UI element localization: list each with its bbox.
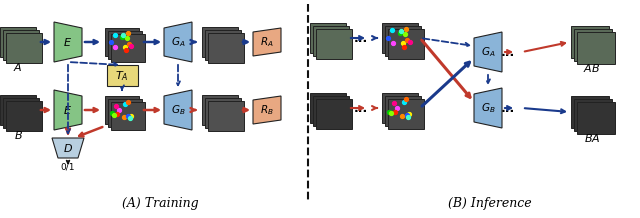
Polygon shape bbox=[474, 32, 502, 72]
Bar bbox=[385, 96, 421, 126]
Text: $E$: $E$ bbox=[63, 36, 72, 48]
Bar bbox=[316, 99, 352, 129]
Bar bbox=[0, 95, 36, 125]
Bar bbox=[310, 23, 346, 53]
Bar bbox=[111, 102, 145, 130]
Text: $G_B$: $G_B$ bbox=[481, 101, 495, 115]
Bar bbox=[574, 29, 612, 61]
Text: (A) Training: (A) Training bbox=[122, 197, 198, 210]
Bar bbox=[208, 33, 244, 63]
Bar bbox=[105, 96, 139, 124]
Bar bbox=[6, 33, 42, 63]
Polygon shape bbox=[54, 22, 82, 62]
Bar bbox=[111, 34, 145, 62]
Text: ...: ... bbox=[354, 31, 368, 44]
Bar bbox=[310, 93, 346, 123]
Text: 0/1: 0/1 bbox=[61, 162, 76, 171]
Bar bbox=[205, 98, 241, 128]
Text: $BA$: $BA$ bbox=[584, 132, 600, 144]
Polygon shape bbox=[52, 138, 84, 158]
Bar bbox=[0, 27, 36, 57]
Text: $R_A$: $R_A$ bbox=[260, 35, 274, 49]
Bar bbox=[202, 27, 238, 57]
Bar bbox=[108, 31, 142, 59]
Bar bbox=[108, 99, 142, 127]
Text: ...: ... bbox=[501, 102, 515, 114]
Text: $E$: $E$ bbox=[63, 104, 72, 116]
Text: $T_A$: $T_A$ bbox=[115, 69, 129, 83]
Text: (B) Inference: (B) Inference bbox=[448, 197, 532, 210]
Bar bbox=[202, 95, 238, 125]
Text: $AB$: $AB$ bbox=[584, 62, 600, 74]
Polygon shape bbox=[164, 22, 192, 62]
Polygon shape bbox=[253, 96, 281, 124]
Bar bbox=[388, 99, 424, 129]
Bar bbox=[3, 98, 39, 128]
Bar bbox=[6, 101, 42, 131]
Text: $A$: $A$ bbox=[13, 61, 22, 73]
Polygon shape bbox=[253, 28, 281, 56]
Bar bbox=[574, 99, 612, 131]
Polygon shape bbox=[54, 90, 82, 130]
Text: ...: ... bbox=[501, 46, 515, 58]
Text: $D$: $D$ bbox=[63, 142, 73, 154]
Bar bbox=[316, 29, 352, 59]
Bar bbox=[313, 26, 349, 56]
FancyBboxPatch shape bbox=[106, 65, 138, 87]
Bar bbox=[105, 28, 139, 56]
Polygon shape bbox=[474, 88, 502, 128]
Polygon shape bbox=[164, 90, 192, 130]
Bar bbox=[577, 32, 615, 64]
Bar bbox=[205, 30, 241, 60]
Bar bbox=[388, 29, 424, 59]
Bar bbox=[313, 96, 349, 126]
Bar bbox=[3, 30, 39, 60]
Bar bbox=[382, 23, 418, 53]
Bar bbox=[571, 26, 609, 58]
Text: $G_A$: $G_A$ bbox=[481, 45, 495, 59]
Bar bbox=[208, 101, 244, 131]
Text: ...: ... bbox=[354, 102, 368, 114]
Bar bbox=[571, 96, 609, 128]
Bar bbox=[577, 102, 615, 134]
Bar bbox=[385, 26, 421, 56]
Text: $G_B$: $G_B$ bbox=[171, 103, 186, 117]
Text: $B$: $B$ bbox=[13, 129, 22, 141]
Bar bbox=[382, 93, 418, 123]
Text: $G_A$: $G_A$ bbox=[171, 35, 185, 49]
Text: $R_B$: $R_B$ bbox=[260, 103, 274, 117]
